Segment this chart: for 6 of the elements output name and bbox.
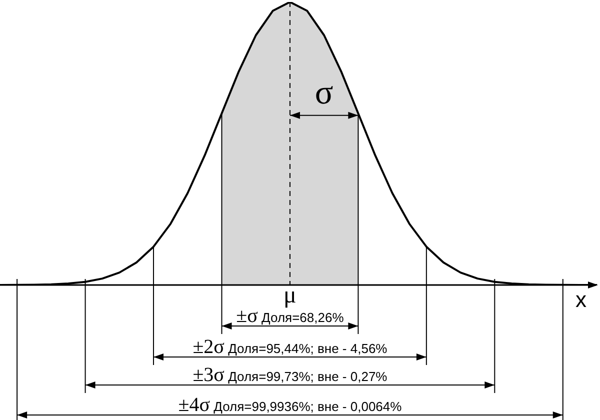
annotation: σ: [314, 74, 334, 112]
text: ±4σ Доля=99,9936%; вне - 0,0064%: [178, 394, 402, 416]
annotation: μ: [284, 282, 296, 308]
text: ±2σ Доля=95,44%; вне - 4,56%: [192, 336, 388, 358]
x-axis-title: x: [576, 287, 586, 312]
text: ±3σ Доля=99,73%; вне - 0,27%: [192, 364, 388, 386]
